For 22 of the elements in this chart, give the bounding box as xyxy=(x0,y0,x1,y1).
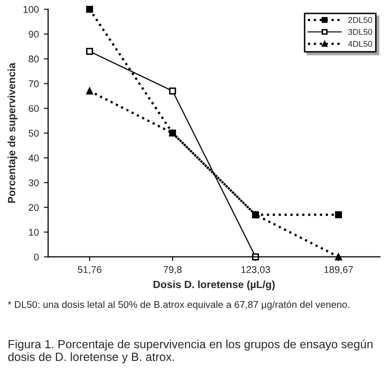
y-tick-label: 100 xyxy=(24,6,39,13)
y-axis-title: Porcentaje de supervivencia xyxy=(8,62,18,203)
y-tick-label: 90 xyxy=(28,30,39,38)
x-tick-label: 51,76 xyxy=(78,266,102,274)
y-tick-label: 0 xyxy=(34,254,39,260)
x-tick-label: 123,03 xyxy=(241,266,270,274)
text: * DL50: una dosis letal al 50% de B.atrox equivale a 67,87 µg/ratón del veneno. xyxy=(8,300,350,310)
y-tick-label: 20 xyxy=(28,204,39,211)
legend-label: 2DL50 xyxy=(348,17,372,23)
y-tick-label: 40 xyxy=(28,154,39,162)
x-tick-label: 79,8 xyxy=(164,266,182,274)
y-tick-label: 60 xyxy=(28,105,39,112)
legend-label: 4DL50 xyxy=(348,40,372,47)
y-tick-label: 80 xyxy=(28,56,39,62)
x-axis-title: Dosis D. loretense (µL/g) xyxy=(154,280,275,290)
x-tick-label: 189,67 xyxy=(324,266,353,274)
text: Figura 1. Porcentaje de supervivencia en los grupos de ensayo según dosis de D. loretense y B. atrox. xyxy=(8,340,372,364)
y-tick-label: 30 xyxy=(28,179,39,186)
legend-label: 3DL50 xyxy=(348,28,372,35)
y-tick-label: 70 xyxy=(28,80,39,88)
y-tick-label: 10 xyxy=(29,228,39,236)
y-tick-label: 50 xyxy=(28,130,39,137)
